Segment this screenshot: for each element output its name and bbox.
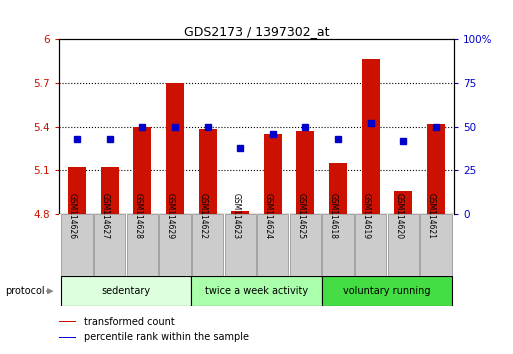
Bar <box>225 214 256 276</box>
Bar <box>329 163 347 214</box>
Bar <box>394 191 412 214</box>
Text: GSM114628: GSM114628 <box>133 193 142 239</box>
Text: GSM114619: GSM114619 <box>362 193 371 239</box>
Bar <box>191 276 322 306</box>
Bar <box>323 214 354 276</box>
Bar <box>290 214 321 276</box>
Text: GSM114627: GSM114627 <box>101 193 110 239</box>
Text: GSM114629: GSM114629 <box>166 193 175 239</box>
Text: GSM114623: GSM114623 <box>231 193 240 239</box>
Bar <box>59 337 76 338</box>
Bar <box>61 276 191 306</box>
Text: GSM114626: GSM114626 <box>68 193 77 239</box>
Bar <box>159 214 190 276</box>
Bar <box>420 214 452 276</box>
Text: voluntary running: voluntary running <box>343 286 431 296</box>
Text: percentile rank within the sample: percentile rank within the sample <box>84 332 249 342</box>
Text: transformed count: transformed count <box>84 316 175 326</box>
Bar <box>322 276 452 306</box>
Bar <box>94 214 125 276</box>
Bar <box>362 59 380 214</box>
Bar <box>192 214 223 276</box>
Text: GSM114622: GSM114622 <box>199 193 208 239</box>
Bar <box>127 214 158 276</box>
Text: GSM114625: GSM114625 <box>297 193 305 239</box>
Bar <box>297 131 314 214</box>
Text: GSM114621: GSM114621 <box>427 193 436 239</box>
Bar <box>101 167 119 214</box>
Bar <box>257 214 288 276</box>
Bar <box>68 167 86 214</box>
Text: GSM114618: GSM114618 <box>329 193 338 239</box>
Bar <box>61 214 93 276</box>
Bar <box>264 134 282 214</box>
Text: twice a week activity: twice a week activity <box>205 286 308 296</box>
Bar <box>231 211 249 214</box>
Text: GSM114620: GSM114620 <box>394 193 403 239</box>
Text: sedentary: sedentary <box>102 286 150 296</box>
Bar <box>166 83 184 214</box>
Text: protocol: protocol <box>5 286 45 296</box>
Bar <box>388 214 419 276</box>
Bar <box>199 130 216 214</box>
Title: GDS2173 / 1397302_at: GDS2173 / 1397302_at <box>184 25 329 38</box>
Bar <box>427 124 445 214</box>
Text: GSM114624: GSM114624 <box>264 193 273 239</box>
Bar <box>355 214 386 276</box>
Bar <box>59 321 76 322</box>
Bar <box>133 126 151 214</box>
